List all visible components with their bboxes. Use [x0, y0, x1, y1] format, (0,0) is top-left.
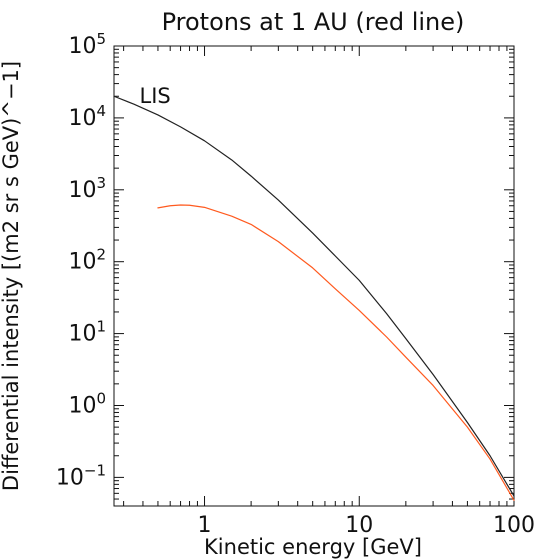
y-tick-label: 103	[68, 174, 106, 203]
y-tick-label: 105	[68, 30, 106, 59]
y-axis-label: Differential intensity [(m2 sr s GeV)^−1…	[0, 61, 23, 491]
x-tick-label: 10	[345, 513, 373, 538]
plot-layer: 1 10 100 10−1 100 101 102 103 104 105 LIS	[56, 30, 535, 538]
chart-title: Protons at 1 AU (red line)	[162, 8, 465, 36]
x-tick-label: 1	[198, 513, 212, 538]
series-line-1	[158, 205, 514, 500]
y-tick-label: 10−1	[56, 461, 106, 490]
y-tick-label: 101	[68, 318, 106, 347]
y-tick-label: 102	[68, 246, 106, 275]
series-annotation: LIS	[140, 84, 171, 108]
y-tick-label: 104	[68, 102, 106, 131]
y-tick-label: 100	[68, 389, 106, 418]
x-axis-label: Kinetic energy [GeV]	[204, 535, 422, 559]
x-tick-label: 100	[493, 513, 535, 538]
plot-frame	[114, 46, 514, 506]
series-line-0	[114, 96, 514, 496]
